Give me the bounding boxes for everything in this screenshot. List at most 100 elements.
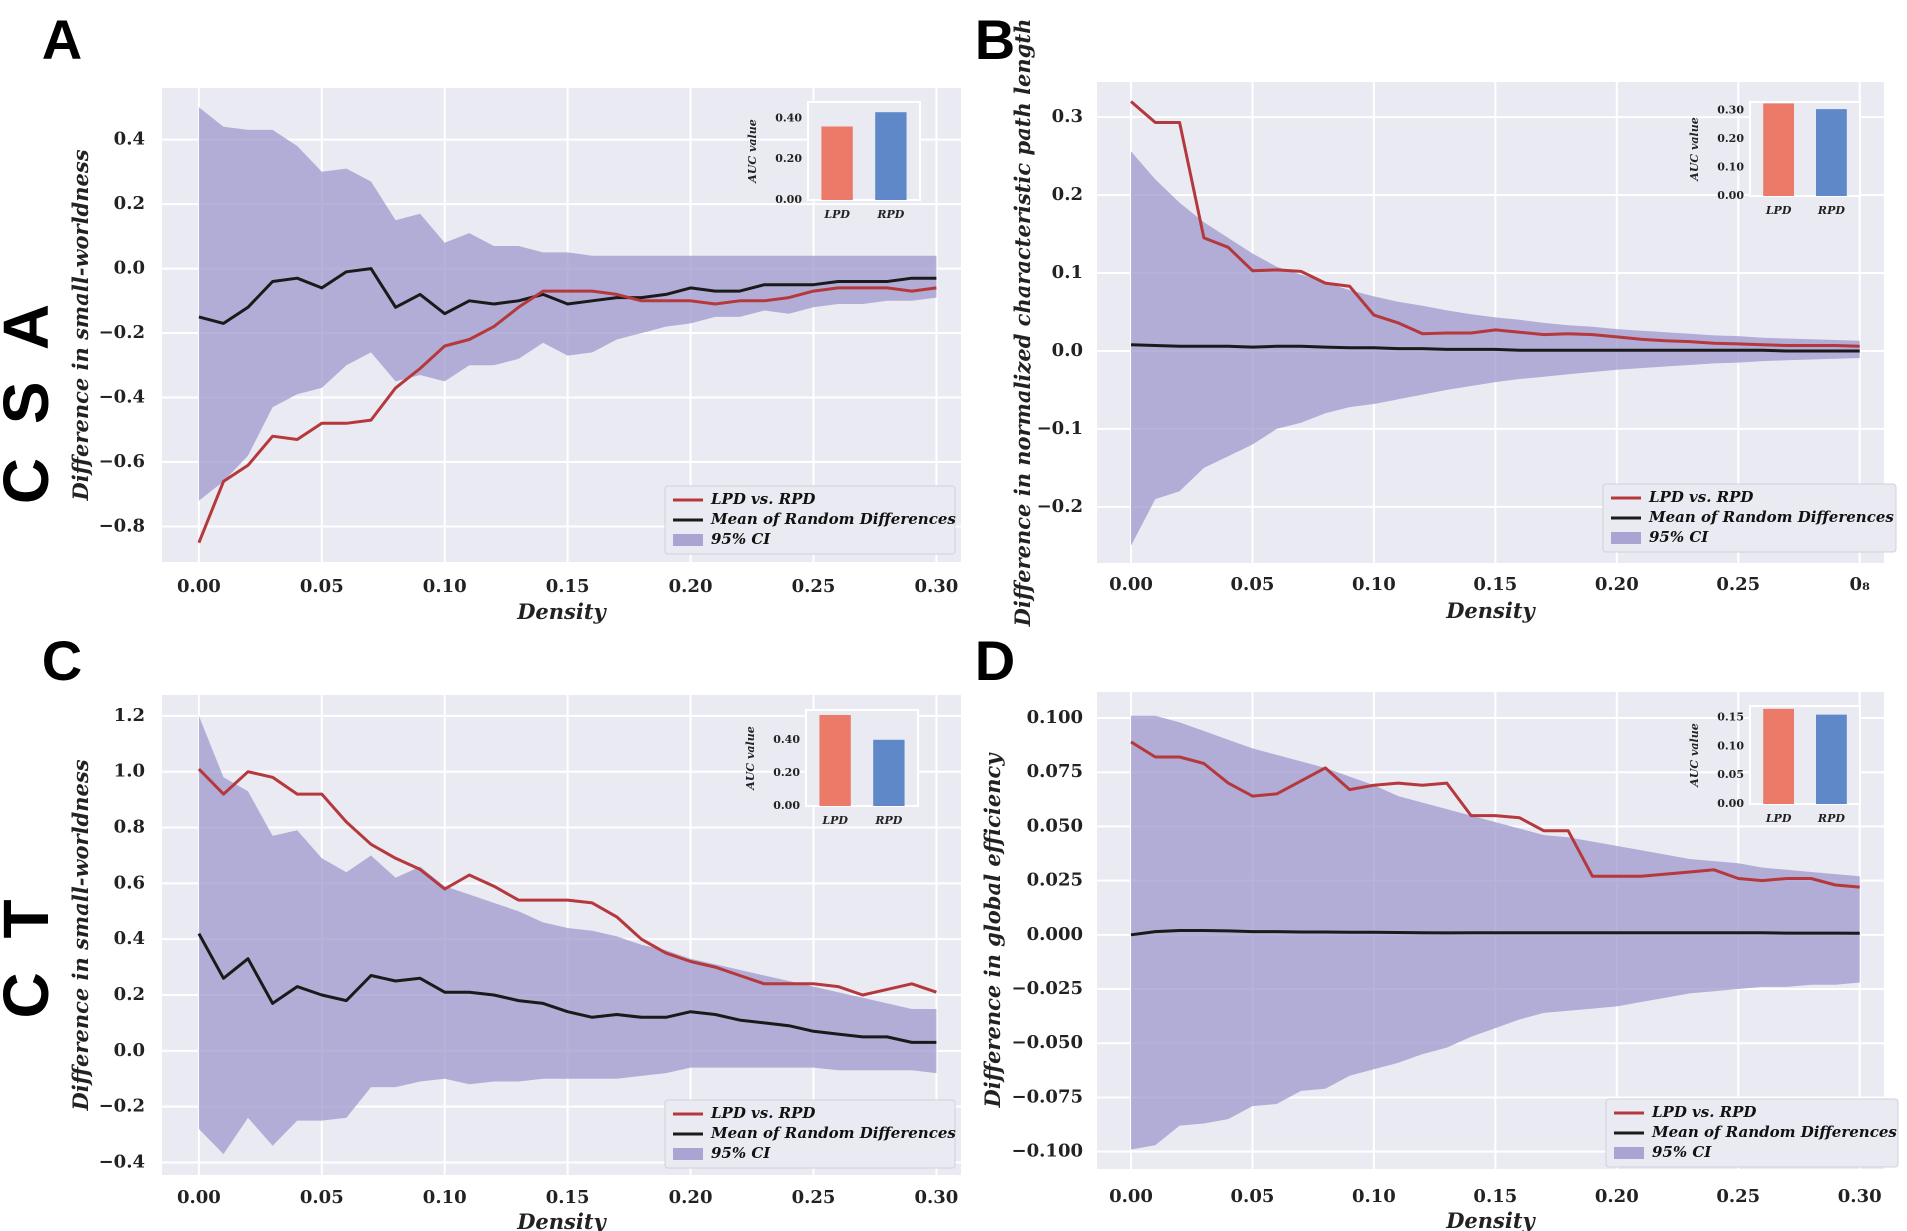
chart-c-xtick-label: 0.10 [423,1187,467,1208]
chart-d-panel-label: D [975,629,1015,692]
chart-b-xtick-label: 0.05 [1231,574,1275,595]
chart-b-legend: LPD vs. RPD Mean of Random Differences 95%… [1602,483,1897,553]
chart-d-inset: 0.00 0.05 0.10 0.15 AUC value LPD RPD [1688,705,1861,825]
chart-a-xtick-label: 0.25 [792,576,836,597]
chart-c-ytick-label: 0.6 [114,872,145,893]
chart-a-xtick-label: 0.00 [177,576,221,597]
chart-c-lpd-vs-rpd-line [197,767,937,997]
chart-d-legend-box [1605,1098,1899,1168]
chart-a-panel: A −0.8 −0.6 −0.4 −0.2 0.0 0.2 0.4 0.00 0.05 0.10 0.… [42,8,961,624]
chart-c-legend-mean-text: Mean of Random Differences [710,1124,956,1142]
chart-b-inset-ytick-label: 0.00 [1717,189,1744,202]
chart-b-inset-bar-lpd [1763,103,1794,196]
chart-c-legend-ci-swatch [673,1148,703,1160]
chart-b-inset-ylabel: AUC value [1688,117,1701,181]
chart-d-inset-ytick-label: 0.10 [1717,739,1744,752]
chart-d-xtick-label: 0.10 [1352,1186,1396,1207]
chart-d-ytick-label: −0.025 [1012,978,1083,999]
chart-b-xlabel: Density [1445,598,1536,623]
chart-b-xtick-label: 0.15 [1473,574,1517,595]
chart-b-inset-xtick-label: RPD [1817,204,1845,217]
chart-a-panel-label: A [42,8,82,71]
chart-d-inset-xtick-label: LPD [1765,812,1792,825]
chart-d-inset-ytick-label: 0.00 [1717,797,1744,810]
chart-c-inset-bar-rpd [873,739,905,806]
chart-d-legend: LPD vs. RPD Mean of Random Differences 95%… [1605,1098,1899,1168]
chart-b-ytick-label: 0.2 [1052,184,1083,205]
chart-c-inset-ylabel: AUC value [744,726,757,790]
chart-a-inset-xtick-label: LPD [823,208,850,221]
chart-d-legend-mean-text: Mean of Random Differences [1651,1123,1897,1141]
chart-c-ytick-label: 0.8 [114,817,145,838]
chart-a-inset-bar-lpd [821,126,853,200]
chart-d-ytick-label: 0.075 [1027,761,1083,782]
chart-d-ytick-label: −0.075 [1012,1086,1083,1107]
chart-d-inset-ytick-label: 0.05 [1717,768,1744,781]
chart-a-xtick-label: 0.15 [546,576,590,597]
chart-c-xtick-label: 0.00 [177,1187,221,1208]
chart-a-ytick-label: −0.2 [99,322,145,343]
chart-c-legend-ci-text: 95% CI [711,1144,771,1162]
chart-d-ytick-label: 0.025 [1027,870,1083,891]
chart-d-ytick-label: 0.050 [1027,815,1083,836]
chart-c-ytick-label: 0.2 [114,984,145,1005]
chart-c-ytick-label: 1.2 [114,705,145,726]
chart-d-xtick-label: 0.00 [1109,1186,1153,1207]
chart-a-inset-bar-rpd [875,112,907,200]
chart-c-legend: LPD vs. RPD Mean of Random Differences 95%… [664,1099,956,1169]
chart-a-legend-mean-text: Mean of Random Differences [710,510,956,528]
chart-b-mean-random-line [1130,343,1860,353]
chart-d-inset-bar-lpd [1763,708,1794,804]
chart-c-xtick-label: 0.15 [546,1187,590,1208]
chart-d-xtick-label: 0.20 [1595,1186,1639,1207]
chart-b-xtick-label: 0.25 [1716,574,1760,595]
chart-d-mean-random-line [1130,929,1860,937]
chart-b-legend-ci-text: 95% CI [1649,528,1709,546]
chart-b-inset-bar-rpd [1816,109,1847,196]
chart-b-legend-mean-text: Mean of Random Differences [1648,508,1894,526]
chart-d-ytick-label: −0.050 [1012,1032,1083,1053]
chart-b-legend-box [1602,483,1897,553]
chart-a-xtick-label: 0.05 [300,576,344,597]
chart-d-ytick-label: 0.100 [1027,707,1083,728]
chart-a-lpd-vs-rpd-line [197,286,937,544]
chart-a-inset-ylabel: AUC value [746,119,759,183]
chart-c-inset: 0.00 0.20 0.40 AUC value LPD RPD [744,709,919,827]
chart-c-inset-xtick-label: RPD [874,814,902,827]
chart-b-xtick-label: 0₈ [1849,574,1870,595]
chart-a-legend-ci-text: 95% CI [711,530,771,548]
chart-d-xtick-label: 0.05 [1231,1186,1275,1207]
chart-a-ytick-label: 0.0 [114,258,145,279]
chart-b-legend-ci-swatch [1611,532,1641,544]
chart-c-legend-lpd-text: LPD vs. RPD [710,1104,815,1122]
chart-b-ytick-label: 0.3 [1052,106,1083,127]
chart-c-legend-box [664,1099,956,1169]
chart-d-ytick-label: 0.000 [1027,924,1083,945]
chart-b-xtick-label: 0.20 [1595,574,1639,595]
chart-d-legend-ci-swatch [1614,1147,1644,1159]
chart-a-ylabel: Difference in small-worldness [68,149,93,501]
chart-d-inset-xtick-label: RPD [1817,812,1845,825]
chart-b-inset-ytick-label: 0.20 [1717,132,1744,145]
chart-c-ci-band [198,715,937,1155]
chart-b-inset-ytick-label: 0.30 [1717,104,1744,117]
chart-c-ytick-label: 0.0 [114,1040,145,1061]
chart-d-xtick-label: 0.25 [1716,1186,1760,1207]
chart-a-inset-xtick-label: RPD [876,208,904,221]
chart-c-xtick-label: 0.05 [300,1187,344,1208]
chart-a-inset: 0.00 0.20 0.40 AUC value LPD RPD [746,101,921,221]
chart-c-panel-label: C [42,629,82,692]
chart-b-xtick-label: 0.10 [1352,574,1396,595]
chart-a-xtick-label: 0.30 [914,576,958,597]
chart-b-ytick-label: −0.2 [1037,496,1083,517]
chart-d-inset-ytick-label: 0.15 [1717,711,1744,724]
chart-d-xlabel: Density [1445,1208,1536,1231]
row-label-ct: C T [0,891,62,1018]
chart-a-xtick-label: 0.20 [669,576,713,597]
chart-b-legend-lpd-text: LPD vs. RPD [1648,488,1753,506]
chart-c-xtick-label: 0.30 [914,1187,958,1208]
chart-a-inset-ytick-label: 0.20 [775,152,802,165]
chart-c-mean-random-line [197,932,937,1044]
chart-b-ylabel: Difference in normalized characteristic … [1010,19,1035,628]
